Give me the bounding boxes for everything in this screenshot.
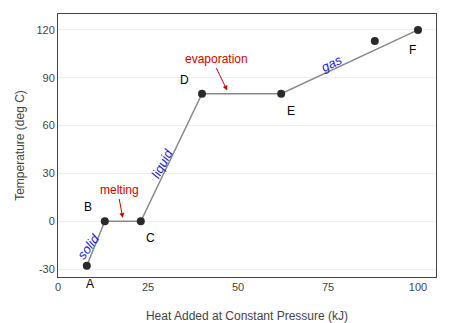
svg-text:E: E [287,104,295,118]
svg-text:Temperature (deg C): Temperature (deg C) [13,90,27,201]
svg-text:Heat Added at Constant Pressur: Heat Added at Constant Pressure (kJ) [146,309,348,323]
svg-text:60: 60 [43,119,55,131]
svg-text:F: F [409,43,416,57]
svg-text:B: B [84,200,92,214]
svg-text:C: C [146,231,155,245]
svg-text:-30: -30 [39,263,55,275]
svg-text:0: 0 [49,215,55,227]
svg-text:melting: melting [100,183,139,197]
svg-text:liquid: liquid [148,146,176,181]
svg-text:50: 50 [232,281,244,293]
svg-text:A: A [86,277,94,291]
svg-text:25: 25 [142,281,154,293]
svg-text:75: 75 [322,281,334,293]
svg-text:gas: gas [319,52,345,75]
svg-text:90: 90 [43,72,55,84]
svg-text:30: 30 [43,167,55,179]
svg-text:solid: solid [74,231,103,262]
svg-text:0: 0 [55,281,61,293]
svg-text:D: D [180,73,189,87]
svg-text:120: 120 [36,24,54,36]
svg-text:evaporation: evaporation [185,52,248,66]
svg-text:100: 100 [409,281,427,293]
